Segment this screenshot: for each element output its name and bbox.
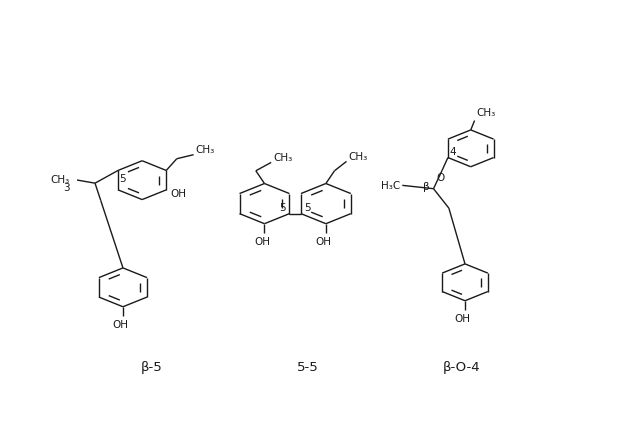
Text: OH: OH (254, 237, 270, 247)
Text: CH₃: CH₃ (348, 151, 368, 161)
Text: 5: 5 (279, 203, 285, 213)
Text: OH: OH (113, 320, 129, 330)
Text: OH: OH (170, 189, 186, 199)
Text: 4: 4 (450, 146, 456, 156)
Text: CH₃: CH₃ (51, 175, 70, 185)
Text: O: O (436, 173, 444, 183)
Text: CH₃: CH₃ (196, 145, 215, 155)
Text: CH₃: CH₃ (273, 152, 292, 162)
Text: 5: 5 (119, 174, 126, 184)
Text: β: β (423, 181, 430, 191)
Text: 3: 3 (63, 182, 70, 192)
Text: H₃C: H₃C (381, 181, 400, 191)
Text: 5: 5 (304, 203, 311, 213)
Text: 5-5: 5-5 (297, 360, 319, 373)
Text: CH₃: CH₃ (477, 108, 496, 118)
Text: OH: OH (316, 237, 331, 247)
Text: β-O-4: β-O-4 (443, 360, 480, 373)
Text: β-5: β-5 (141, 360, 163, 373)
Text: OH: OH (454, 314, 470, 324)
